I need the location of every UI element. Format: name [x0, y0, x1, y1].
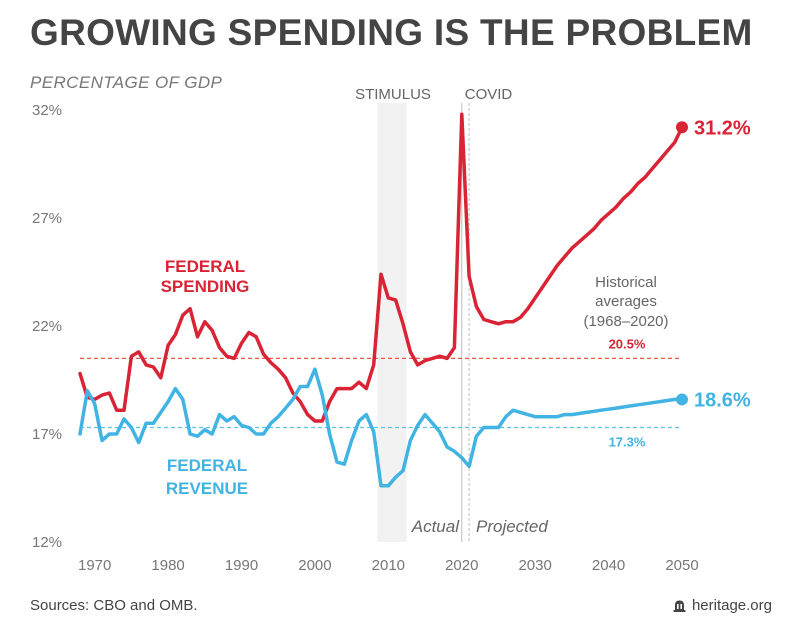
x-tick-label: 2030 [518, 557, 551, 574]
revenue-end-marker [676, 393, 688, 406]
stimulus-label: STIMULUS [355, 86, 431, 103]
bell-icon [673, 600, 686, 612]
shaded-region-layer: STIMULUS [355, 86, 431, 542]
x-tick-label: 2040 [592, 557, 625, 574]
event-line-layer: COVID [461, 86, 513, 542]
y-axis-unit-label: PERCENTAGE OF GDP [30, 73, 223, 92]
x-tick-label: 1970 [78, 557, 111, 574]
spending-series-name: FEDERAL [165, 257, 245, 276]
revenue-end-label: 18.6% [694, 389, 751, 411]
line-chart: STIMULUS COVID 20.5% 17.3% 31.2% 18.6% 12%… [32, 86, 751, 574]
x-tick-label: 1990 [225, 557, 258, 574]
revenue-series-line [78, 367, 684, 488]
projected-label: Projected [476, 517, 548, 536]
x-tick-label: 2010 [372, 557, 405, 574]
revenue-average-value: 17.3% [609, 435, 646, 450]
x-tick-label: 2020 [445, 557, 478, 574]
spending-series-name: SPENDING [161, 277, 250, 296]
series-layer: 31.2% 18.6% [78, 112, 751, 488]
y-tick-layer: 12% 17% 22% 27% 32% [32, 102, 62, 551]
page-title: GROWING SPENDING IS THE PROBLEM [30, 12, 753, 53]
x-tick-label: 1980 [151, 557, 184, 574]
revenue-series-name: REVENUE [166, 479, 248, 498]
x-tick-label: 2000 [298, 557, 331, 574]
x-tick-label: 2050 [665, 557, 698, 574]
reference-line-layer: 20.5% 17.3% [80, 336, 682, 450]
brand-link[interactable]: heritage.org [691, 597, 772, 614]
historical-note: averages [595, 293, 657, 310]
y-tick-label: 12% [32, 534, 62, 551]
covid-label: COVID [465, 86, 513, 103]
actual-label: Actual [411, 517, 460, 536]
spending-end-label: 31.2% [694, 117, 751, 139]
historical-note: (1968–2020) [583, 313, 668, 330]
brand-footer[interactable]: heritage.org [673, 597, 772, 614]
source-note: Sources: CBO and OMB. [30, 597, 198, 614]
spending-end-marker [676, 121, 688, 134]
y-tick-label: 32% [32, 102, 62, 119]
y-tick-label: 27% [32, 210, 62, 227]
spending-average-value: 20.5% [609, 336, 646, 351]
y-tick-label: 17% [32, 426, 62, 443]
revenue-series-name: FEDERAL [167, 456, 247, 475]
spending-series-line [78, 112, 684, 423]
historical-note: Historical [595, 274, 657, 291]
annotation-layer: FEDERALSPENDINGFEDERALREVENUEHistoricala… [161, 257, 669, 536]
x-tick-layer: 1970 1980 1990 2000 2010 2020 2030 2040 2050 [78, 557, 699, 574]
y-tick-label: 22% [32, 318, 62, 335]
